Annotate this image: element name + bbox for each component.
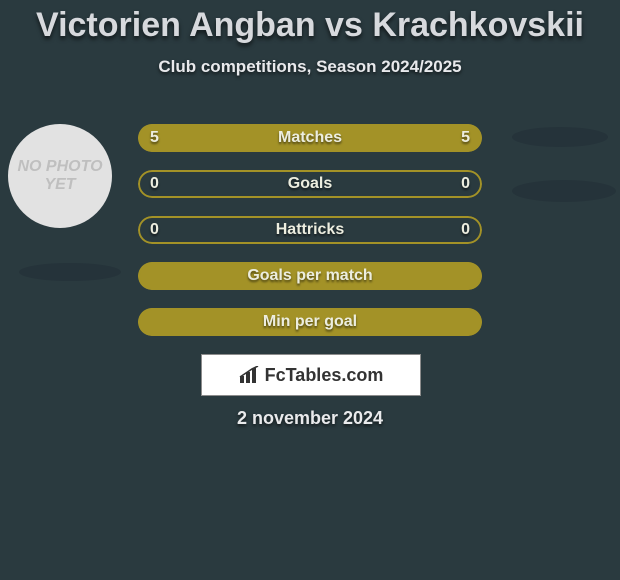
player-right-shadow-2 xyxy=(512,180,616,202)
stat-bar: 55Matches xyxy=(138,124,482,152)
no-photo-label: NO PHOTO YET xyxy=(8,158,112,194)
stat-bar: 00Hattricks xyxy=(138,216,482,244)
stat-label: Min per goal xyxy=(138,308,482,336)
player-right-shadow-1 xyxy=(512,127,608,147)
stat-label: Matches xyxy=(138,124,482,152)
stat-bar: 00Goals xyxy=(138,170,482,198)
source-badge-text: FcTables.com xyxy=(265,365,384,386)
source-badge[interactable]: FcTables.com xyxy=(201,354,421,396)
subtitle: Club competitions, Season 2024/2025 xyxy=(0,57,620,77)
page-title: Victorien Angban vs Krachkovskii xyxy=(0,0,620,45)
stat-label: Goals xyxy=(138,170,482,198)
bars-icon xyxy=(239,366,261,384)
date-label: 2 november 2024 xyxy=(0,408,620,429)
player-left-avatar-placeholder: NO PHOTO YET xyxy=(8,124,112,228)
stat-label: Hattricks xyxy=(138,216,482,244)
stat-label: Goals per match xyxy=(138,262,482,290)
stat-bar: Goals per match xyxy=(138,262,482,290)
comparison-infographic: Victorien Angban vs Krachkovskii Club co… xyxy=(0,0,620,580)
comparison-bars: 55Matches 00Goals 00Hattricks Goals per mat… xyxy=(138,124,482,354)
stat-bar: Min per goal xyxy=(138,308,482,336)
player-left-shadow xyxy=(19,263,121,281)
